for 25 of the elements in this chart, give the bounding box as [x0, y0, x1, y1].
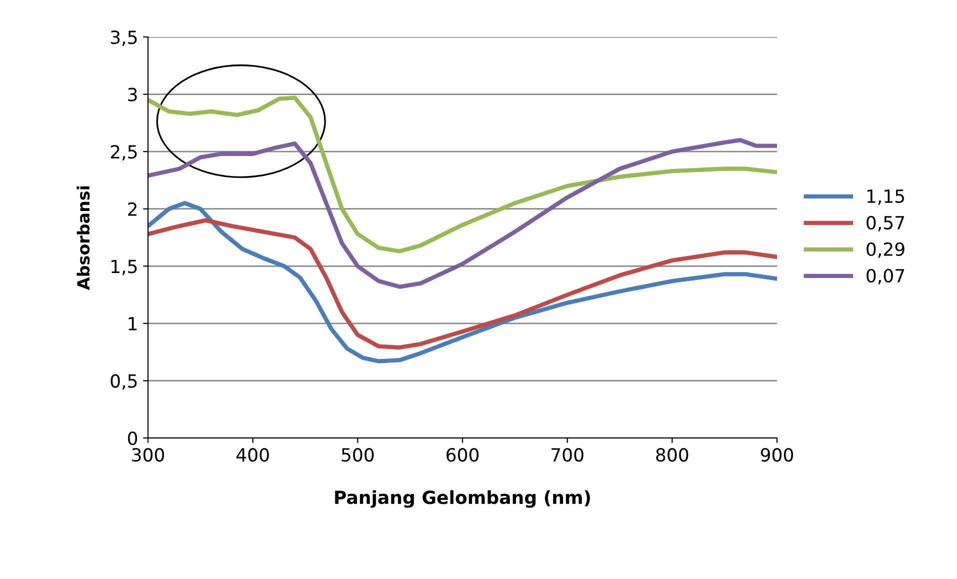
- line-series: [148, 96, 777, 254]
- y-tick-label: 1,5: [112, 260, 137, 276]
- x-axis-title: Panjang Gelombang (nm): [335, 490, 590, 508]
- legend-label: 1,15: [867, 190, 904, 205]
- x-tick-label: 500: [342, 448, 374, 462]
- x-tick-label: 400: [236, 448, 269, 462]
- y-tick-label: 0,5: [110, 374, 137, 390]
- y-tick-label: 0: [128, 431, 138, 446]
- legend-label: 0,57: [866, 216, 904, 232]
- x-tick-label: 600: [446, 448, 479, 462]
- line-series: [148, 218, 777, 350]
- y-tick-label: 2,5: [110, 145, 137, 161]
- y-tick-label: 3,5: [110, 30, 137, 46]
- line-series: [148, 138, 777, 289]
- y-tick-label: 2: [128, 202, 136, 216]
- legend-label: 0,29: [866, 242, 904, 258]
- x-tick-label: 900: [760, 448, 794, 462]
- legend-label: 0,07: [866, 268, 904, 284]
- x-tick-label: 300: [132, 448, 164, 462]
- y-tick-label: 1: [128, 317, 137, 330]
- line-series: [148, 201, 777, 364]
- x-tick-label: 700: [552, 448, 584, 462]
- x-tick-label: 800: [656, 448, 688, 462]
- y-axis-title: Absorbansi: [76, 186, 90, 290]
- y-tick-label: 3: [128, 88, 137, 102]
